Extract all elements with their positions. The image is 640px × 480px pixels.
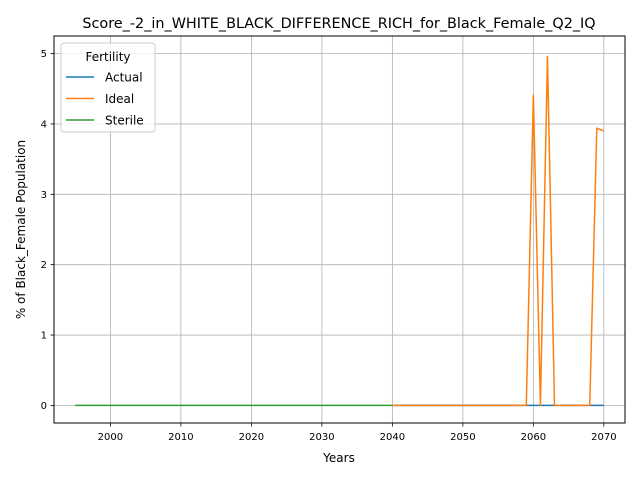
plot-frame: [53, 35, 626, 424]
legend-entries: Actual Ideal Sterile: [66, 71, 144, 128]
y-tick-label: 5: [41, 49, 47, 60]
y-tick-label: 4: [41, 119, 47, 130]
x-axis: 2000 2010 2020 2030 2040 2050 2060 2070: [98, 423, 617, 443]
x-tick-label: 2070: [591, 432, 616, 443]
x-tick-label: 2020: [239, 432, 264, 443]
y-axis: 0 1 2 3 4 5: [41, 49, 54, 412]
x-tick-label: 2040: [380, 432, 405, 443]
x-tick-label: 2060: [521, 432, 546, 443]
x-tick-label: 2050: [450, 432, 475, 443]
legend-label-sterile: Sterile: [105, 114, 144, 128]
y-tick-label: 0: [41, 401, 47, 412]
legend: Fertility Actual Ideal Sterile: [60, 42, 156, 133]
legend-label-actual: Actual: [105, 71, 143, 85]
y-tick-label: 2: [41, 260, 47, 271]
series-lines: [75, 55, 605, 407]
x-axis-label: Years: [322, 451, 355, 465]
y-tick-label: 1: [41, 331, 47, 342]
x-tick-label: 2030: [309, 432, 334, 443]
legend-label-ideal: Ideal: [105, 92, 134, 106]
chart-title: Score_-2_in_WHITE_BLACK_DIFFERENCE_RICH_…: [82, 16, 595, 32]
legend-title: Fertility: [85, 50, 130, 64]
y-tick-label: 3: [41, 190, 47, 201]
x-tick-label: 2000: [98, 432, 123, 443]
legend-box: [60, 42, 156, 133]
y-axis-label: % of Black_Female Population: [14, 140, 28, 319]
series-line-ideal: [392, 55, 605, 407]
x-tick-label: 2010: [168, 432, 193, 443]
